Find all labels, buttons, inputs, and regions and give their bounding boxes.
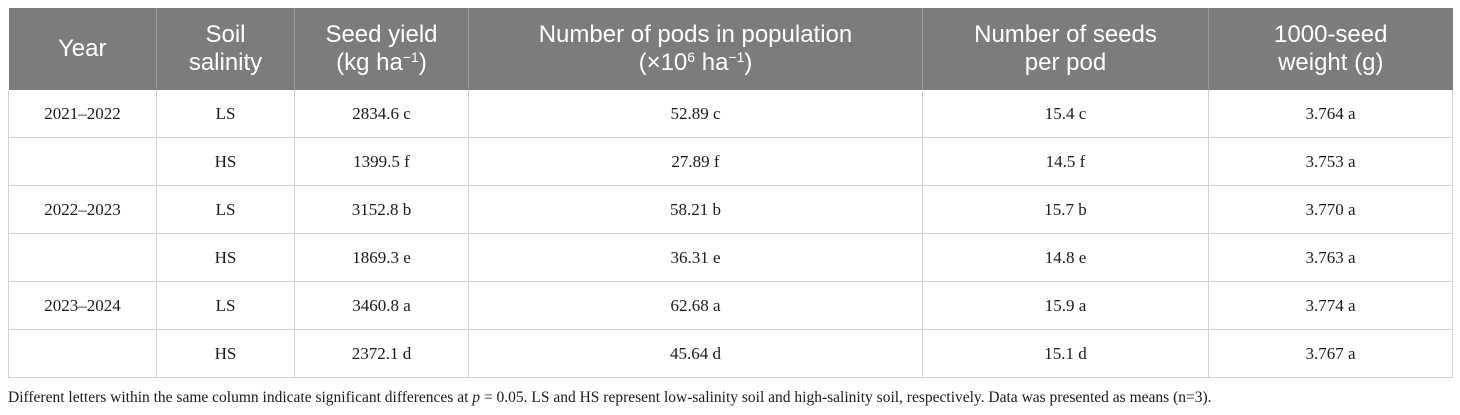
- cell-salinity: HS: [156, 137, 295, 186]
- cell-weight: 3.767 a: [1208, 329, 1453, 378]
- yield-components-table: Year Soil salinity Seed yield (kg ha−1) …: [8, 8, 1453, 378]
- cell-yield: 3152.8 b: [294, 185, 469, 234]
- cell-seeds: 15.7 b: [922, 185, 1209, 234]
- header-pods: Number of pods in population (×106 ha−1): [468, 8, 923, 90]
- cell-salinity: LS: [156, 281, 295, 330]
- cell-yield: 3460.8 a: [294, 281, 469, 330]
- cell-weight: 3.764 a: [1208, 90, 1453, 138]
- header-seeds-per-pod: Number of seeds per pod: [922, 8, 1209, 90]
- cell-year: 2022–2023: [8, 185, 157, 234]
- cell-year: [8, 137, 157, 186]
- header-year: Year: [8, 8, 157, 90]
- cell-year: [8, 329, 157, 378]
- data-table-container: Year Soil salinity Seed yield (kg ha−1) …: [8, 8, 1453, 378]
- cell-weight: 3.774 a: [1208, 281, 1453, 330]
- cell-pods: 52.89 c: [468, 90, 923, 138]
- table-row: HS 2372.1 d 45.64 d 15.1 d 3.767 a: [8, 329, 1453, 378]
- table-row: HS 1869.3 e 36.31 e 14.8 e 3.763 a: [8, 233, 1453, 282]
- table-footnote: Different letters within the same column…: [8, 389, 1212, 406]
- cell-salinity: LS: [156, 90, 295, 138]
- table-row: 2022–2023 LS 3152.8 b 58.21 b 15.7 b 3.770 a: [8, 185, 1453, 234]
- header-row: Year Soil salinity Seed yield (kg ha−1) …: [8, 8, 1453, 90]
- header-seed-weight: 1000-seed weight (g): [1208, 8, 1453, 90]
- cell-pods: 58.21 b: [468, 185, 923, 234]
- header-seed-yield: Seed yield (kg ha−1): [294, 8, 469, 90]
- cell-pods: 62.68 a: [468, 281, 923, 330]
- cell-seeds: 15.4 c: [922, 90, 1209, 138]
- table-row: 2023–2024 LS 3460.8 a 62.68 a 15.9 a 3.774 a: [8, 281, 1453, 330]
- cell-year: 2023–2024: [8, 281, 157, 330]
- cell-seeds: 15.9 a: [922, 281, 1209, 330]
- cell-yield: 1869.3 e: [294, 233, 469, 282]
- cell-yield: 1399.5 f: [294, 137, 469, 186]
- table-row: 2021–2022 LS 2834.6 c 52.89 c 15.4 c 3.764 a: [8, 90, 1453, 138]
- cell-seeds: 14.8 e: [922, 233, 1209, 282]
- cell-weight: 3.770 a: [1208, 185, 1453, 234]
- cell-yield: 2834.6 c: [294, 90, 469, 138]
- cell-weight: 3.753 a: [1208, 137, 1453, 186]
- header-soil-salinity: Soil salinity: [156, 8, 295, 90]
- cell-weight: 3.763 a: [1208, 233, 1453, 282]
- cell-yield: 2372.1 d: [294, 329, 469, 378]
- table-header: Year Soil salinity Seed yield (kg ha−1) …: [8, 8, 1453, 90]
- cell-salinity: LS: [156, 185, 295, 234]
- cell-year: 2021–2022: [8, 90, 157, 138]
- cell-seeds: 15.1 d: [922, 329, 1209, 378]
- cell-salinity: HS: [156, 329, 295, 378]
- cell-pods: 27.89 f: [468, 137, 923, 186]
- table-row: HS 1399.5 f 27.89 f 14.5 f 3.753 a: [8, 137, 1453, 186]
- cell-seeds: 14.5 f: [922, 137, 1209, 186]
- cell-salinity: HS: [156, 233, 295, 282]
- cell-pods: 45.64 d: [468, 329, 923, 378]
- cell-year: [8, 233, 157, 282]
- cell-pods: 36.31 e: [468, 233, 923, 282]
